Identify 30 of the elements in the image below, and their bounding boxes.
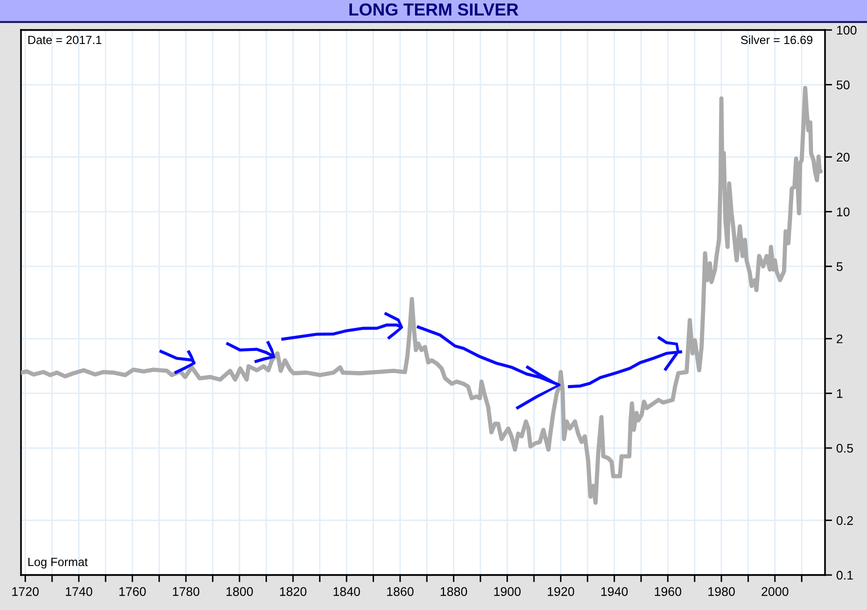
x-tick-label: 1780 bbox=[172, 587, 200, 596]
y-tick-label: 0.2 bbox=[836, 516, 853, 525]
y-tick-label: 20 bbox=[836, 152, 850, 162]
y-tick-label: 0.5 bbox=[836, 444, 853, 453]
x-tick-label: 1840 bbox=[334, 587, 360, 596]
x-tick-label: 1720 bbox=[12, 587, 39, 596]
x-tick-label: 1980 bbox=[708, 587, 735, 596]
line-series bbox=[21, 86, 823, 505]
x-tick-label: 1740 bbox=[66, 587, 92, 596]
y-tick-label: 100 bbox=[837, 26, 856, 35]
x-tick-label: 1880 bbox=[440, 587, 468, 596]
x-tick-label: 1920 bbox=[548, 587, 574, 596]
x-tick-label: 1900 bbox=[494, 587, 521, 596]
x-tick-label: 1860 bbox=[387, 587, 414, 596]
y-tick-label: 5 bbox=[836, 262, 843, 272]
annotation: Date = 2017.1 bbox=[28, 36, 102, 44]
x-tick-label: 1800 bbox=[226, 587, 253, 596]
y-tick-label: 1 bbox=[837, 389, 842, 398]
annotation: Log Format bbox=[28, 558, 88, 568]
y-tick-label: 0.1 bbox=[836, 570, 853, 580]
y-tick-label: 10 bbox=[837, 207, 850, 216]
y-tick-label: 50 bbox=[836, 80, 850, 90]
x-tick-label: 1960 bbox=[654, 587, 682, 596]
x-tick-label: 1820 bbox=[280, 587, 306, 596]
x-tick-label: 1760 bbox=[119, 587, 146, 596]
y-tick-label: 2 bbox=[836, 334, 842, 344]
x-tick-label: 1940 bbox=[601, 587, 628, 596]
chart-title: LONG TERM SILVER bbox=[349, 3, 518, 16]
x-tick-label: 2000 bbox=[762, 587, 788, 596]
annotation: Silver = 16.69 bbox=[740, 35, 812, 44]
